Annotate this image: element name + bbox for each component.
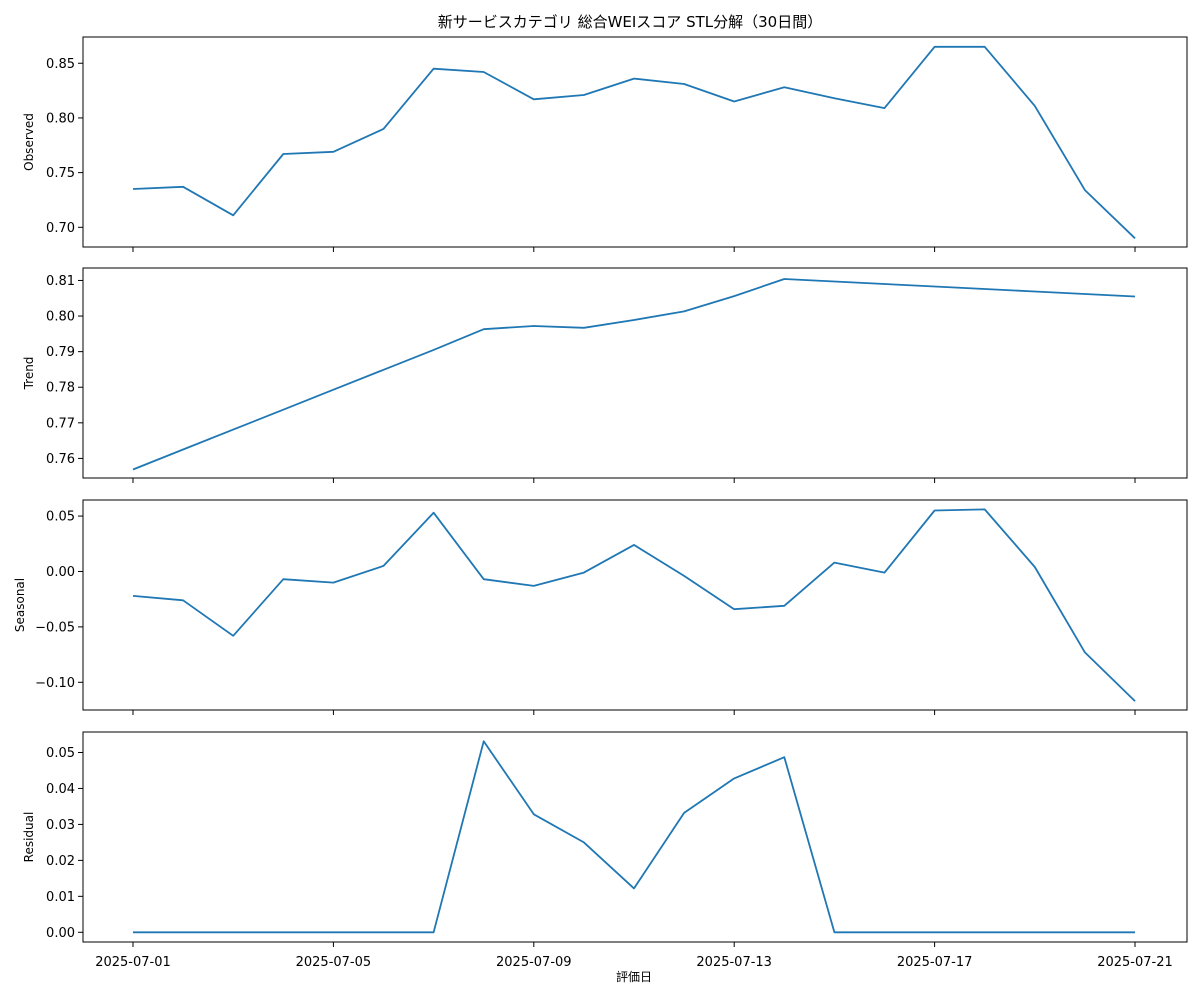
y-tick-label: 0.70 [46, 221, 75, 236]
plot-frame [82, 731, 1188, 943]
y-tick-label: 0.05 [46, 746, 75, 761]
panel-observed: 0.70 0.75 0.80 0.85 Observed [22, 36, 1188, 252]
x-tick-label: 2025-07-01 [95, 955, 171, 970]
y-tick-label: 0.03 [46, 818, 75, 833]
series-line-observed [132, 45, 1136, 239]
x-tick-label: 2025-07-21 [1097, 955, 1173, 970]
chart-title: 新サービスカテゴリ 総合WEIスコア STL分解（30日間） [438, 13, 822, 31]
y-tick-label: 0.05 [46, 510, 75, 525]
y-axis-label: Residual [22, 812, 36, 863]
plot-frame [82, 499, 1188, 711]
x-tick-label: 2025-07-05 [296, 955, 372, 970]
y-tick-label: 0.02 [46, 854, 75, 869]
panel-trend: 0.76 0.77 0.78 0.79 0.80 0.81 Trend [22, 267, 1188, 483]
plot-frame [82, 36, 1188, 248]
y-tick-label: −0.10 [35, 676, 75, 691]
y-axis-label: Trend [22, 357, 36, 391]
series-line-residual [133, 740, 1135, 934]
y-tick-label: 0.77 [46, 416, 75, 431]
y-tick-label: −0.05 [35, 620, 75, 635]
y-axis-label: Seasonal [13, 578, 27, 632]
x-tick-label: 2025-07-17 [897, 955, 973, 970]
y-axis-label: Observed [22, 113, 36, 171]
panel-seasonal: −0.10 −0.05 0.00 0.05 Seasonal [13, 499, 1188, 715]
x-axis-label: 評価日 [616, 969, 652, 984]
y-tick-label: 0.85 [46, 57, 75, 72]
series-line-trend [132, 278, 1136, 471]
y-tick-label: 0.78 [46, 381, 75, 396]
x-tick-label: 2025-07-09 [496, 955, 572, 970]
y-tick-label: 0.76 [46, 452, 75, 467]
plot-frame [82, 267, 1188, 479]
y-tick-label: 0.04 [46, 782, 75, 797]
y-tick-label: 0.81 [46, 274, 75, 289]
series-line-seasonal [132, 508, 1136, 702]
y-tick-label: 0.01 [46, 890, 75, 905]
y-tick-label: 0.00 [46, 926, 75, 941]
y-tick-label: 0.00 [46, 565, 75, 580]
panels-group: 0.70 0.75 0.80 0.85 Observed 0.76 0.77 0.78 0.79… [13, 36, 1188, 970]
y-tick-label: 0.75 [46, 166, 75, 181]
y-tick-label: 0.79 [46, 345, 75, 360]
y-tick-label: 0.80 [46, 310, 75, 325]
x-tick-label: 2025-07-13 [696, 955, 772, 970]
panel-residual: 0.00 0.01 0.02 0.03 0.04 0.05 Residual [22, 731, 1188, 947]
y-tick-label: 0.80 [46, 111, 75, 126]
